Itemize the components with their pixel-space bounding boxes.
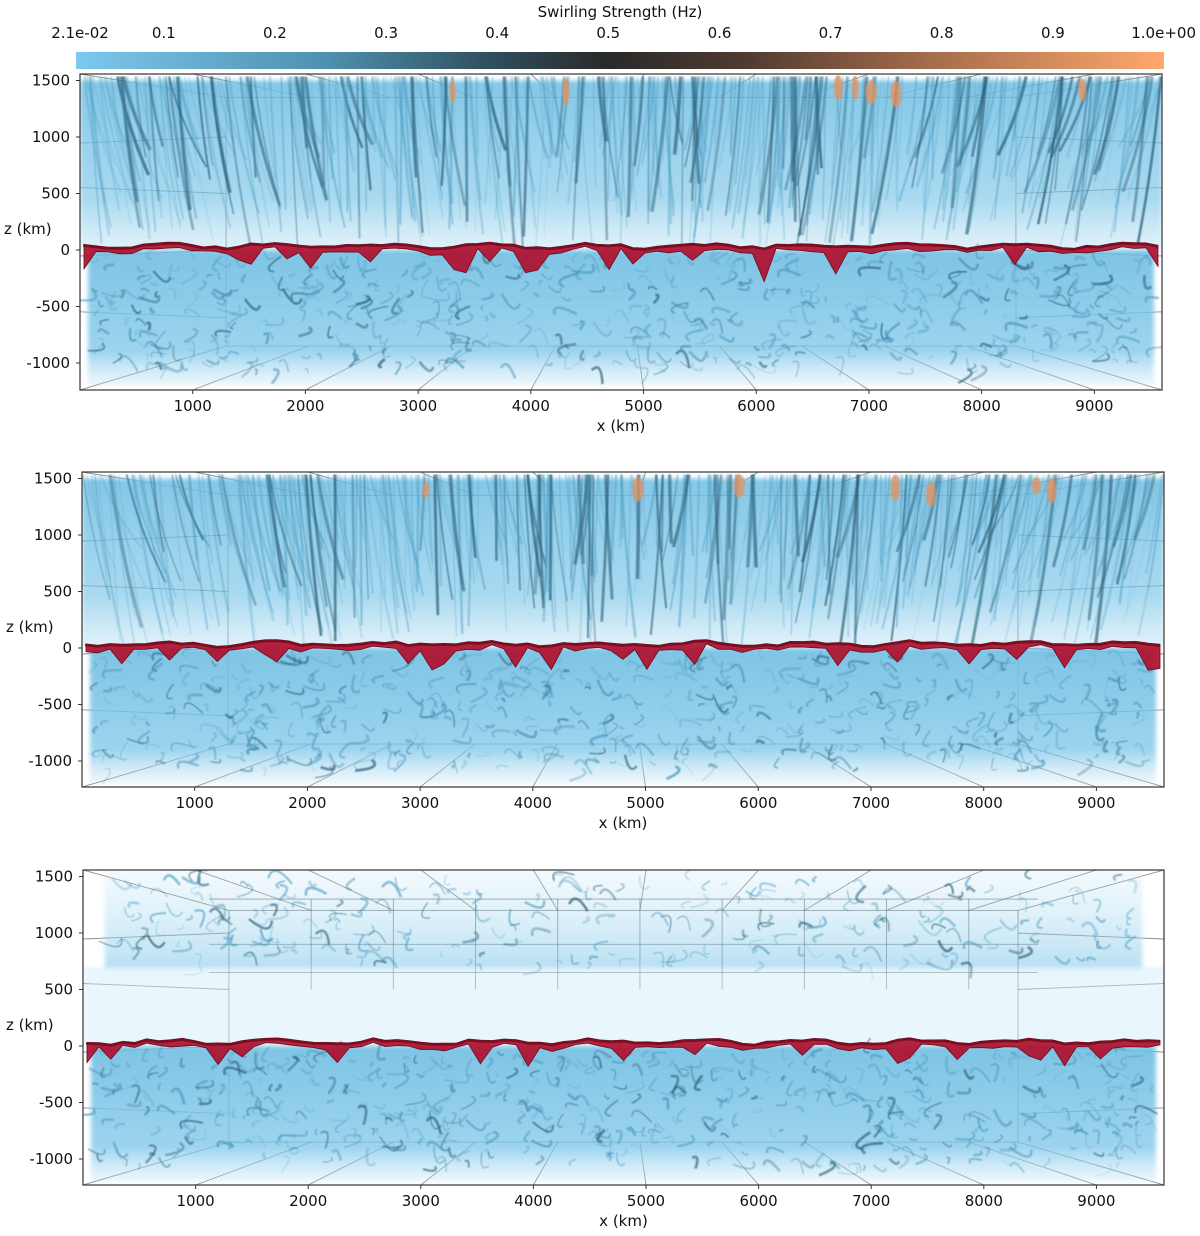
plot-area: [82, 472, 1164, 787]
x-tick-label: 4000: [512, 397, 550, 415]
x-tick-label: 5000: [626, 794, 664, 812]
colorbar-tick-label: 0.1: [152, 24, 176, 42]
x-tick-label: 7000: [850, 397, 888, 415]
y-axis: 1500 1000 500 0 -500 -1000 z (km): [4, 72, 80, 372]
surface-z0: [86, 1037, 1161, 1068]
y-tick-label: -500: [36, 298, 70, 316]
x-tick-label: 4000: [514, 794, 552, 812]
colorbar-tick-label: 0.8: [930, 24, 954, 42]
plot-area: [80, 74, 1162, 390]
x-tick-label: 3000: [402, 1192, 440, 1210]
y-axis: 1500 1000 500 0 -500 -1000 z (km): [6, 868, 83, 1168]
plot-area: [83, 870, 1164, 1185]
lower-volume: [88, 645, 1160, 785]
y-tick-label: 0: [63, 1037, 73, 1055]
colorbar-tick-label: 0.5: [596, 24, 620, 42]
x-tick-label: 4000: [514, 1192, 552, 1210]
colorbar-tick-label: 2.1e-02: [51, 24, 109, 42]
y-tick-label: -1000: [28, 752, 72, 770]
colorbar-tick-label: 0.3: [374, 24, 398, 42]
plot-frame: [81, 471, 1165, 788]
y-tick-label: 500: [43, 583, 72, 601]
x-tick-label: 9000: [1077, 794, 1115, 812]
colorbar-bar: [76, 52, 1164, 69]
colorbar-tick-label: 0.2: [263, 24, 287, 42]
y-tick-label: 1500: [34, 470, 72, 488]
x-axis: 1000 2000 3000 4000 5000 6000 7000 8000 9000 x (k…: [174, 390, 1113, 435]
fibrils: [83, 76, 1162, 251]
x-tick-label: 6000: [739, 794, 777, 812]
x-axis: 1000 2000 3000 4000 5000 6000 7000 8000 9000 x (k…: [177, 1185, 1115, 1230]
y-tick-label: 1000: [32, 128, 70, 146]
x-axis-label: x (km): [599, 1212, 648, 1230]
x-tick-label: 7000: [852, 794, 890, 812]
lower-vortices: [80, 242, 1162, 385]
plot-frame: [82, 869, 1165, 1186]
lower-volume: [80, 242, 1162, 386]
y-tick-label: 1000: [35, 924, 73, 942]
colorbar: Swirling Strength (Hz) 2.1e-02 0.1 0.2 0.3 0…: [51, 3, 1196, 69]
surface-z0: [85, 639, 1161, 671]
colorbar-tick-label: 1.0e+00: [1131, 24, 1196, 42]
x-tick-label: 3000: [401, 794, 439, 812]
fibrils: [82, 474, 1164, 649]
x-tick-label: 2000: [286, 397, 324, 415]
y-tick-label: 1000: [34, 526, 72, 544]
x-tick-label: 1000: [176, 794, 214, 812]
plot-frame: [79, 73, 1163, 391]
y-tick-label: -1000: [29, 1150, 73, 1168]
x-tick-label: 8000: [963, 397, 1001, 415]
x-tick-label: 5000: [624, 397, 662, 415]
y-tick-label: -500: [38, 696, 72, 714]
x-tick-label: 9000: [1077, 1192, 1115, 1210]
x-tick-label: 3000: [399, 397, 437, 415]
y-tick-label: 500: [41, 185, 70, 203]
y-tick-label: -500: [39, 1094, 73, 1112]
x-tick-label: 8000: [965, 1192, 1003, 1210]
surface-z0: [83, 241, 1159, 283]
colorbar-tick-label: 0.9: [1041, 24, 1065, 42]
x-tick-label: 9000: [1075, 397, 1113, 415]
colorbar-tick-label: 0.7: [819, 24, 843, 42]
lower-volume: [83, 1037, 1158, 1182]
y-axis-label: z (km): [6, 618, 54, 636]
x-tick-label: 1000: [177, 1192, 215, 1210]
y-tick-label: 0: [62, 639, 72, 657]
x-axis: 1000 2000 3000 4000 5000 6000 7000 8000 9000 x (k…: [176, 787, 1115, 832]
x-tick-label: 2000: [288, 794, 326, 812]
y-tick-label: 1500: [35, 868, 73, 886]
x-axis-label: x (km): [597, 417, 646, 435]
x-tick-label: 6000: [740, 1192, 778, 1210]
y-axis: 1500 1000 500 0 -500 -1000 z (km): [6, 470, 82, 770]
lower-vortices: [88, 645, 1160, 785]
x-tick-label: 8000: [965, 794, 1003, 812]
x-axis-label: x (km): [599, 814, 648, 832]
x-tick-label: 1000: [174, 397, 212, 415]
x-tick-label: 6000: [737, 397, 775, 415]
x-tick-label: 2000: [289, 1192, 327, 1210]
upper-volume: [82, 474, 1164, 649]
x-tick-label: 7000: [852, 1192, 890, 1210]
y-tick-label: 500: [44, 981, 73, 999]
y-tick-label: 0: [60, 241, 70, 259]
colorbar-title: Swirling Strength (Hz): [538, 3, 703, 21]
colorbar-tick-label: 0.4: [485, 24, 509, 42]
y-axis-label: z (km): [6, 1016, 54, 1034]
colorbar-tick-labels: 2.1e-02 0.1 0.2 0.3 0.4 0.5 0.6 0.7 0.8 0.9 1.0e+0…: [51, 24, 1196, 42]
y-axis-label: z (km): [4, 220, 52, 238]
upper-volume: [80, 75, 1162, 251]
y-tick-label: -1000: [26, 354, 70, 372]
y-tick-label: 1500: [32, 72, 70, 90]
x-tick-label: 5000: [627, 1192, 665, 1210]
upper-volume: [83, 870, 1164, 1046]
colorbar-tick-label: 0.6: [708, 24, 732, 42]
